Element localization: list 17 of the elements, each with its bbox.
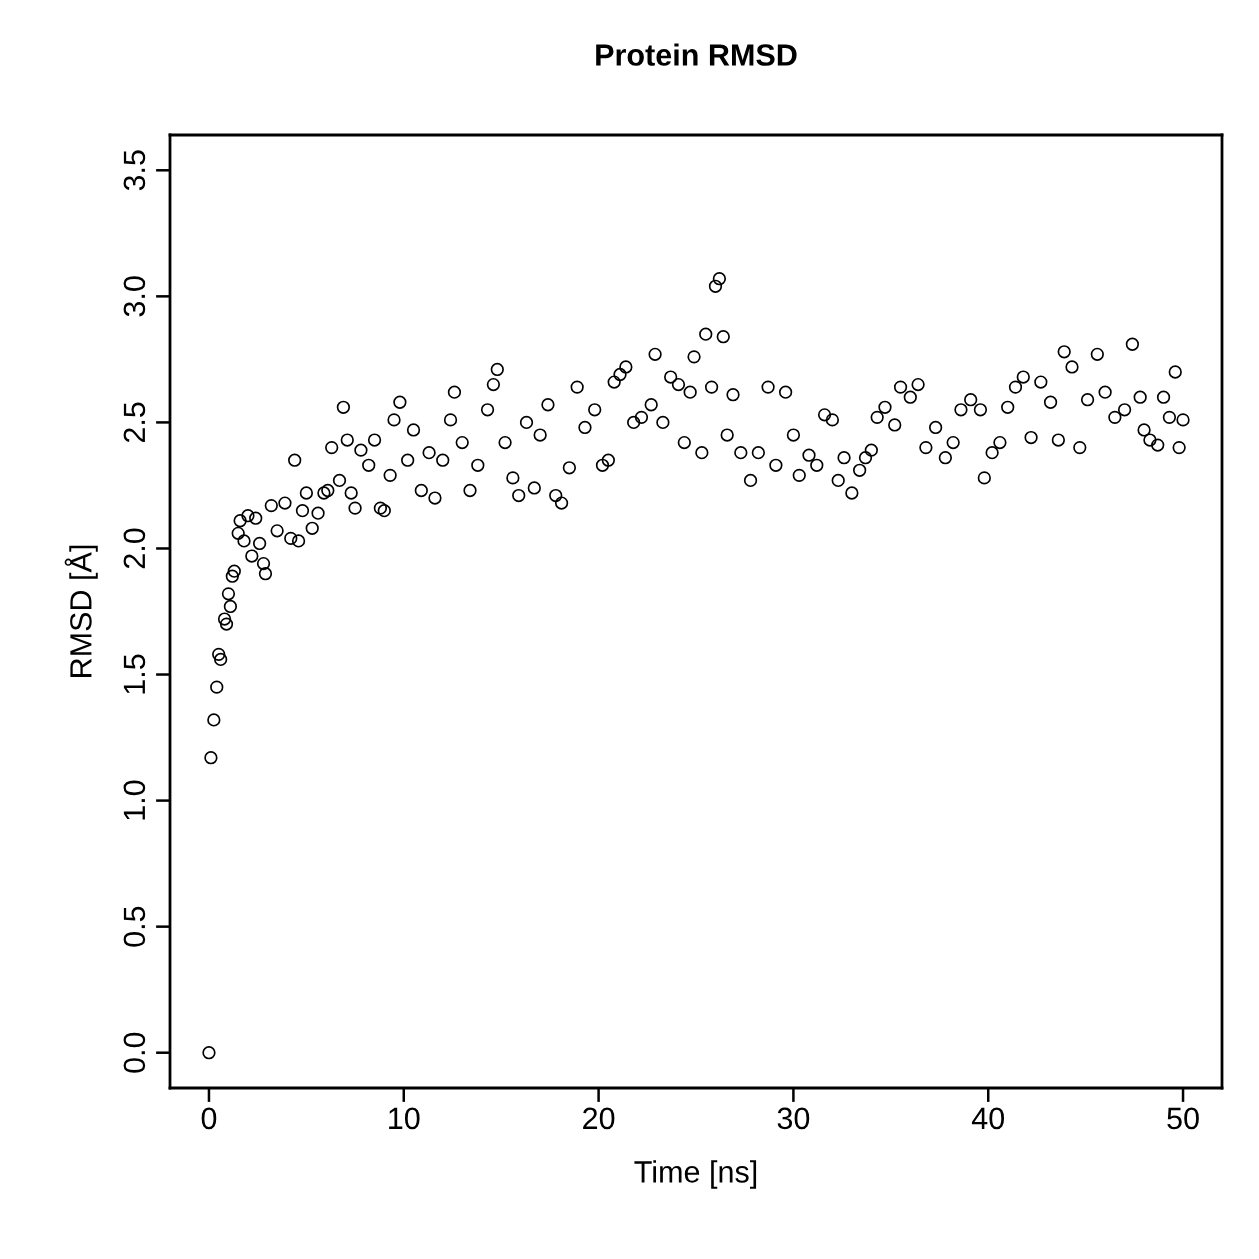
x-tick-label: 0	[201, 1107, 217, 1130]
y-tick-label: 0.5	[123, 906, 146, 947]
y-tick-label: 0.0	[123, 1032, 146, 1073]
chart-title: Protein RMSD	[596, 43, 797, 66]
x-tick-label: 10	[389, 1107, 420, 1130]
x-tick-label: 20	[583, 1107, 615, 1130]
y-tick-label: 1.5	[123, 654, 146, 694]
x-tick-label: 30	[777, 1107, 810, 1130]
y-tick-label: 1.0	[123, 780, 146, 820]
y-tick-label: 2.5	[123, 402, 146, 443]
y-tick-label: 2.0	[123, 528, 146, 569]
x-tick-label: 50	[1167, 1107, 1199, 1130]
x-tick-label: 40	[971, 1107, 1005, 1130]
y-tick-label: 3.5	[123, 150, 146, 191]
x-axis-title: Time [ns]	[634, 1160, 757, 1189]
y-axis-title: RMSD [Å]	[64, 545, 98, 677]
y-tick-label: 3.0	[123, 276, 146, 317]
